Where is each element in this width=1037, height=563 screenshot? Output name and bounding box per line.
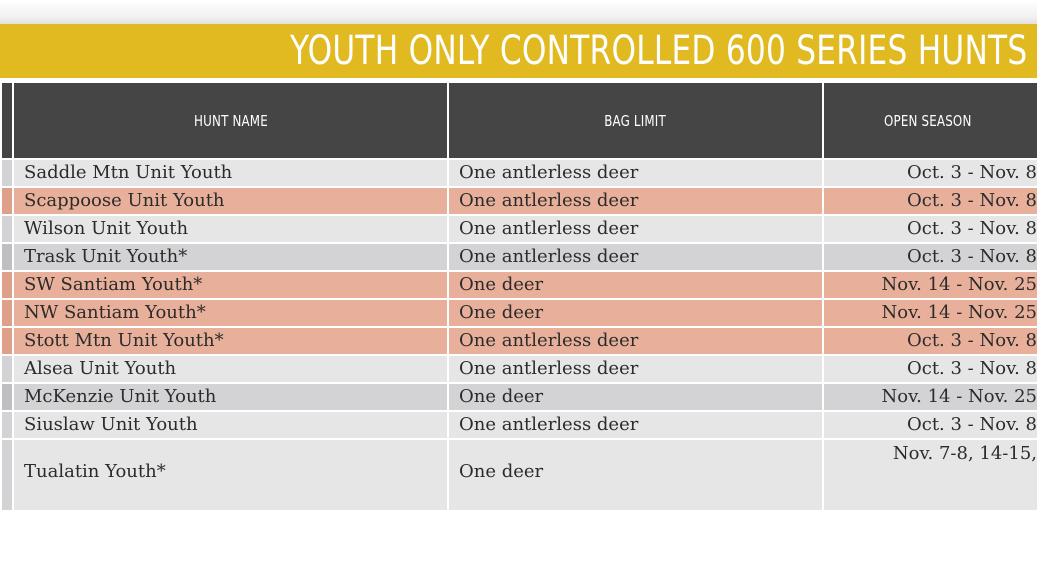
hunts-table: HUNT NAME BAG LIMIT OPEN SEASON Saddle M… [0, 81, 1037, 512]
table-row: Wilson Unit Youth One antlerless deer Oct.… [0, 214, 1037, 244]
open-season-cell: Nov. 14 - Nov. 25 [822, 298, 1037, 328]
table-row: Saddle Mtn Unit Youth One antlerless deer… [0, 158, 1037, 188]
column-header-label: OPEN SEASON [884, 111, 972, 130]
bag-limit-cell: One antlerless deer [447, 242, 824, 272]
table-row: Siuslaw Unit Youth One antlerless deer Oct… [0, 410, 1037, 440]
hunt-name-cell: Tualatin Youth* [12, 438, 449, 512]
bag-limit-cell: One antlerless deer [447, 354, 824, 384]
open-season-cell: Oct. 3 - Nov. 8 [822, 158, 1037, 188]
row-edge-cell [0, 410, 14, 440]
table-body: Saddle Mtn Unit Youth One antlerless deer… [0, 158, 1037, 512]
row-edge-cell [0, 382, 14, 412]
hunt-name-cell: Alsea Unit Youth [12, 354, 449, 384]
row-edge-cell [0, 270, 14, 300]
open-season-cell: Oct. 3 - Nov. 8 [822, 186, 1037, 216]
open-season-cell: Oct. 3 - Nov. 8 [822, 214, 1037, 244]
hunt-name-cell: Scappoose Unit Youth [12, 186, 449, 216]
hunt-name-cell: NW Santiam Youth* [12, 298, 449, 328]
open-season-cell: Oct. 3 - Nov. 8 [822, 326, 1037, 356]
page-title: YOUTH ONLY CONTROLLED 600 SERIES HUNTS [289, 28, 1027, 74]
title-banner: YOUTH ONLY CONTROLLED 600 SERIES HUNTS [0, 24, 1037, 78]
row-edge-cell [0, 326, 14, 356]
bag-limit-cell: One antlerless deer [447, 186, 824, 216]
hunt-name-cell: Saddle Mtn Unit Youth [12, 158, 449, 188]
open-season-cell: Nov. 7-8, 14-15, [822, 438, 1037, 512]
open-season-cell: Oct. 3 - Nov. 8 [822, 354, 1037, 384]
bag-limit-cell: One deer [447, 382, 824, 412]
hunt-name-cell: McKenzie Unit Youth [12, 382, 449, 412]
table-row: Scappoose Unit Youth One antlerless deer O… [0, 186, 1037, 216]
hunt-name-cell: Wilson Unit Youth [12, 214, 449, 244]
banner-divider [0, 78, 1037, 81]
row-edge-cell [0, 298, 14, 328]
bag-limit-cell: One deer [447, 298, 824, 328]
table-row: McKenzie Unit Youth One deer Nov. 14 - Nov… [0, 382, 1037, 412]
column-header-label: HUNT NAME [193, 111, 268, 130]
row-edge-cell [0, 186, 14, 216]
column-header-bag-limit: BAG LIMIT [447, 81, 824, 160]
open-season-cell: Nov. 14 - Nov. 25 [822, 382, 1037, 412]
page-top-strip [0, 0, 1037, 24]
table-row: SW Santiam Youth* One deer Nov. 14 - Nov. … [0, 270, 1037, 300]
open-season-cell: Oct. 3 - Nov. 8 [822, 410, 1037, 440]
table-row: Alsea Unit Youth One antlerless deer Oct. … [0, 354, 1037, 384]
hunt-name-cell: Stott Mtn Unit Youth* [12, 326, 449, 356]
header-edge-cell [0, 81, 14, 160]
hunts-table-container: HUNT NAME BAG LIMIT OPEN SEASON Saddle M… [0, 81, 1037, 563]
column-header-label: BAG LIMIT [604, 111, 667, 130]
bag-limit-cell: One antlerless deer [447, 158, 824, 188]
table-row: Stott Mtn Unit Youth* One antlerless deer… [0, 326, 1037, 356]
bag-limit-cell: One antlerless deer [447, 410, 824, 440]
bag-limit-cell: One antlerless deer [447, 326, 824, 356]
bag-limit-cell: One deer [447, 438, 824, 512]
table-header-row: HUNT NAME BAG LIMIT OPEN SEASON [0, 81, 1037, 160]
row-edge-cell [0, 214, 14, 244]
hunt-name-cell: SW Santiam Youth* [12, 270, 449, 300]
table-row: Tualatin Youth* One deer Nov. 7-8, 14-15, [0, 438, 1037, 512]
bag-limit-cell: One deer [447, 270, 824, 300]
row-edge-cell [0, 438, 14, 512]
row-edge-cell [0, 242, 14, 272]
row-edge-cell [0, 158, 14, 188]
bag-limit-cell: One antlerless deer [447, 214, 824, 244]
table-row: Trask Unit Youth* One antlerless deer Oct.… [0, 242, 1037, 272]
column-header-open-season: OPEN SEASON [822, 81, 1037, 160]
open-season-cell: Nov. 14 - Nov. 25 [822, 270, 1037, 300]
open-season-cell: Oct. 3 - Nov. 8 [822, 242, 1037, 272]
column-header-hunt-name: HUNT NAME [12, 81, 449, 160]
hunt-name-cell: Trask Unit Youth* [12, 242, 449, 272]
table-row: NW Santiam Youth* One deer Nov. 14 - Nov. … [0, 298, 1037, 328]
hunt-name-cell: Siuslaw Unit Youth [12, 410, 449, 440]
row-edge-cell [0, 354, 14, 384]
